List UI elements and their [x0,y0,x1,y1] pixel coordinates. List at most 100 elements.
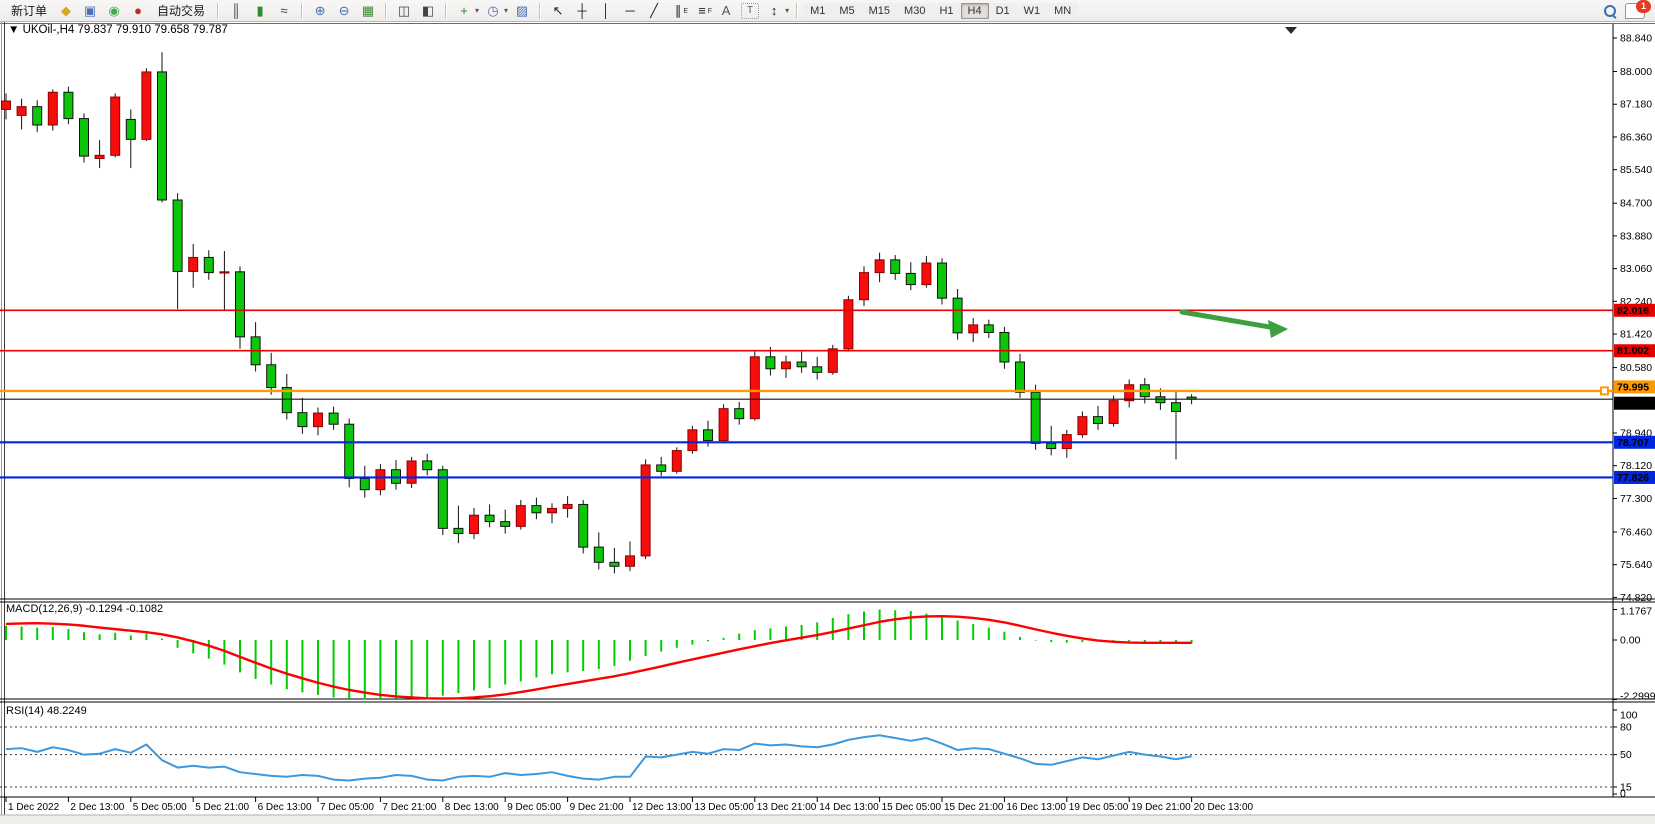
ticket-icon[interactable]: ◆ [61,2,72,18]
price-badge-label: 82.016 [1617,305,1649,317]
time-axis-label: 19 Dec 05:00 [1069,802,1129,813]
chart-area[interactable]: 88.840 88.000 87.180 86.360 85.540 84.700 83.8… [0,22,1655,824]
vertical-line-icon[interactable]: │ [602,2,611,18]
price-axis-label: 76.460 [1620,526,1652,538]
candle-body [718,408,729,442]
candle-body [110,96,121,156]
period-clock-icon[interactable]: ◷ [487,2,499,18]
candle-body [281,387,292,414]
zoom-in-icon[interactable]: ⊕ [314,2,326,18]
candle-body [235,271,245,338]
timeframe-button-m30[interactable]: M30 [897,2,933,19]
arrows-icon[interactable]: ↕ [770,2,778,18]
candle-body [952,297,963,334]
time-axis-label: 16 Dec 13:00 [1006,802,1066,813]
tile-windows-icon[interactable]: ▦ [361,2,375,18]
price-axis-label: 88.840 [1620,33,1652,45]
fibonacci-icon[interactable]: ≡ F [691,1,713,21]
trend-arrow-annotation[interactable] [1179,309,1275,330]
candle-body [562,503,573,509]
candle-body [1124,384,1135,402]
price-badge-label: 77.826 [1617,472,1649,484]
notifications-icon[interactable]: 1 [1625,0,1651,19]
chart-symbol-title: ▼ UKOil-,H4 79.837 79.910 79.658 79.787 [8,24,228,36]
cursor-icon[interactable]: ↖ [552,2,564,18]
candle-body [422,460,433,471]
candle-body [141,71,152,140]
time-axis-label: 13 Dec 21:00 [757,802,817,813]
candle-body [999,331,1010,363]
autotrading-button[interactable]: 自动交易 [151,2,211,20]
equidistant-channel-icon[interactable]: ∥ E [667,1,689,21]
timeframe-button-w1[interactable]: W1 [1016,2,1048,19]
zoom-out-icon[interactable]: ⊖ [338,2,350,18]
timeframe-button-d1[interactable]: D1 [988,2,1017,19]
candle-body [874,259,885,274]
price-axis-label: 81.420 [1620,329,1652,341]
candle-body [266,364,277,389]
chart-template-icon[interactable]: ▨ [515,2,529,18]
rsi-axis-label: 15 [1620,782,1632,794]
auto-arrange-icon[interactable]: ◫ [397,2,411,18]
crosshair-icon[interactable]: ┼ [577,2,587,18]
add-chart-dropdown-caret[interactable]: ▾ [475,6,480,15]
toolbar-separator [385,2,388,19]
timeframe-button-h1[interactable]: H1 [932,2,961,19]
arrows-dropdown-caret[interactable]: ▾ [785,6,790,15]
candle-body [890,259,901,274]
time-axis-label: 13 Dec 05:00 [694,802,754,813]
rsi-axis-label: 50 [1620,749,1632,761]
price-badge-label: 79.995 [1617,381,1649,393]
text-label-icon[interactable]: T [741,2,760,19]
new-order-button[interactable]: 新订单 [5,2,53,20]
candle-body [1093,416,1103,424]
terminal-icon[interactable]: ▣ [83,2,97,18]
candle-body [968,324,979,334]
candle-body [297,412,308,428]
time-axis-label: 14 Dec 13:00 [819,802,879,813]
track-chart-icon[interactable]: ◧ [421,2,435,18]
timeframe-button-mn[interactable]: MN [1047,2,1079,19]
timeframe-button-m15[interactable]: M15 [861,2,898,19]
trend-arrow-head[interactable] [1268,320,1288,338]
candle-body [827,348,838,373]
period-clock-dropdown-caret[interactable]: ▾ [504,6,509,15]
add-chart-icon[interactable]: + [460,2,468,18]
signals-icon[interactable]: ◉ [108,2,120,18]
price-chart[interactable]: 88.840 88.000 87.180 86.360 85.540 84.700 83.8… [0,22,1655,824]
price-axis-label: 83.880 [1620,230,1652,242]
time-axis-label: 20 Dec 13:00 [1194,802,1254,813]
hline-drag-handle[interactable] [1600,386,1609,396]
timeframe-button-m1[interactable]: M1 [803,2,833,19]
time-axis-label: 1 Dec 2022 [8,802,60,813]
price-axis-label: 74.820 [1620,592,1652,604]
chart-shift-marker[interactable] [1285,27,1297,34]
candle-body [203,256,214,274]
autotrading-icon[interactable]: ● [134,2,142,18]
candle-body [1108,400,1119,424]
toolbar-separator [217,2,220,19]
horizontal-line-icon[interactable]: ─ [625,2,635,18]
candlestick-chart-icon[interactable]: ▮ [256,2,264,18]
time-axis-label: 15 Dec 21:00 [944,802,1004,813]
bar-chart-icon[interactable]: ║ [231,2,241,18]
trendline-icon[interactable]: ╱ [650,2,658,18]
candle-body [983,324,994,333]
notification-badge: 1 [1636,0,1651,13]
candle-body [781,361,791,370]
candle-body [500,521,511,527]
time-axis-label: 2 Dec 13:00 [70,802,124,813]
price-badge [1614,470,1655,484]
timeframe-button-h4[interactable]: H4 [960,2,989,19]
text-icon[interactable]: A [721,2,731,18]
price-badge [1614,344,1655,358]
timeframe-button-m5[interactable]: M5 [832,2,862,19]
price-axis-label: 88.000 [1620,66,1652,78]
search-icon[interactable] [1603,4,1617,18]
line-chart-icon[interactable]: ≈ [280,2,288,18]
candle-body [843,299,854,350]
price-axis-label: 78.120 [1620,460,1652,472]
macd-header: MACD(12,26,9) -0.1294 -0.1082 [6,603,163,615]
candle-body [359,477,370,491]
price-badge-label: 78.707 [1617,437,1649,449]
